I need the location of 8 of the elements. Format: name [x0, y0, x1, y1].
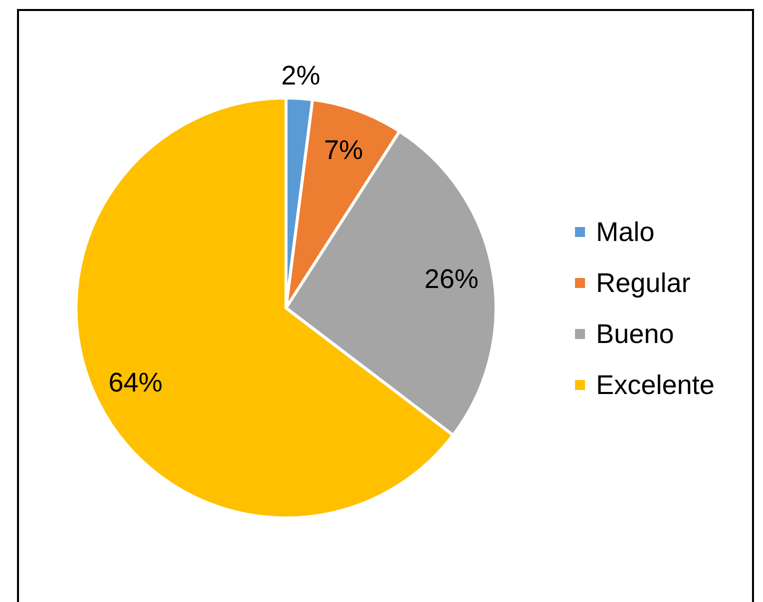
legend-label: Regular — [596, 268, 691, 298]
legend-label: Malo — [596, 217, 655, 247]
data-label: 7% — [324, 135, 363, 166]
data-label: 2% — [281, 60, 320, 90]
legend-label: Bueno — [596, 319, 674, 349]
legend-label: Excelente — [596, 370, 715, 400]
data-label: 64% — [108, 368, 162, 398]
data-label: 26% — [424, 264, 478, 294]
